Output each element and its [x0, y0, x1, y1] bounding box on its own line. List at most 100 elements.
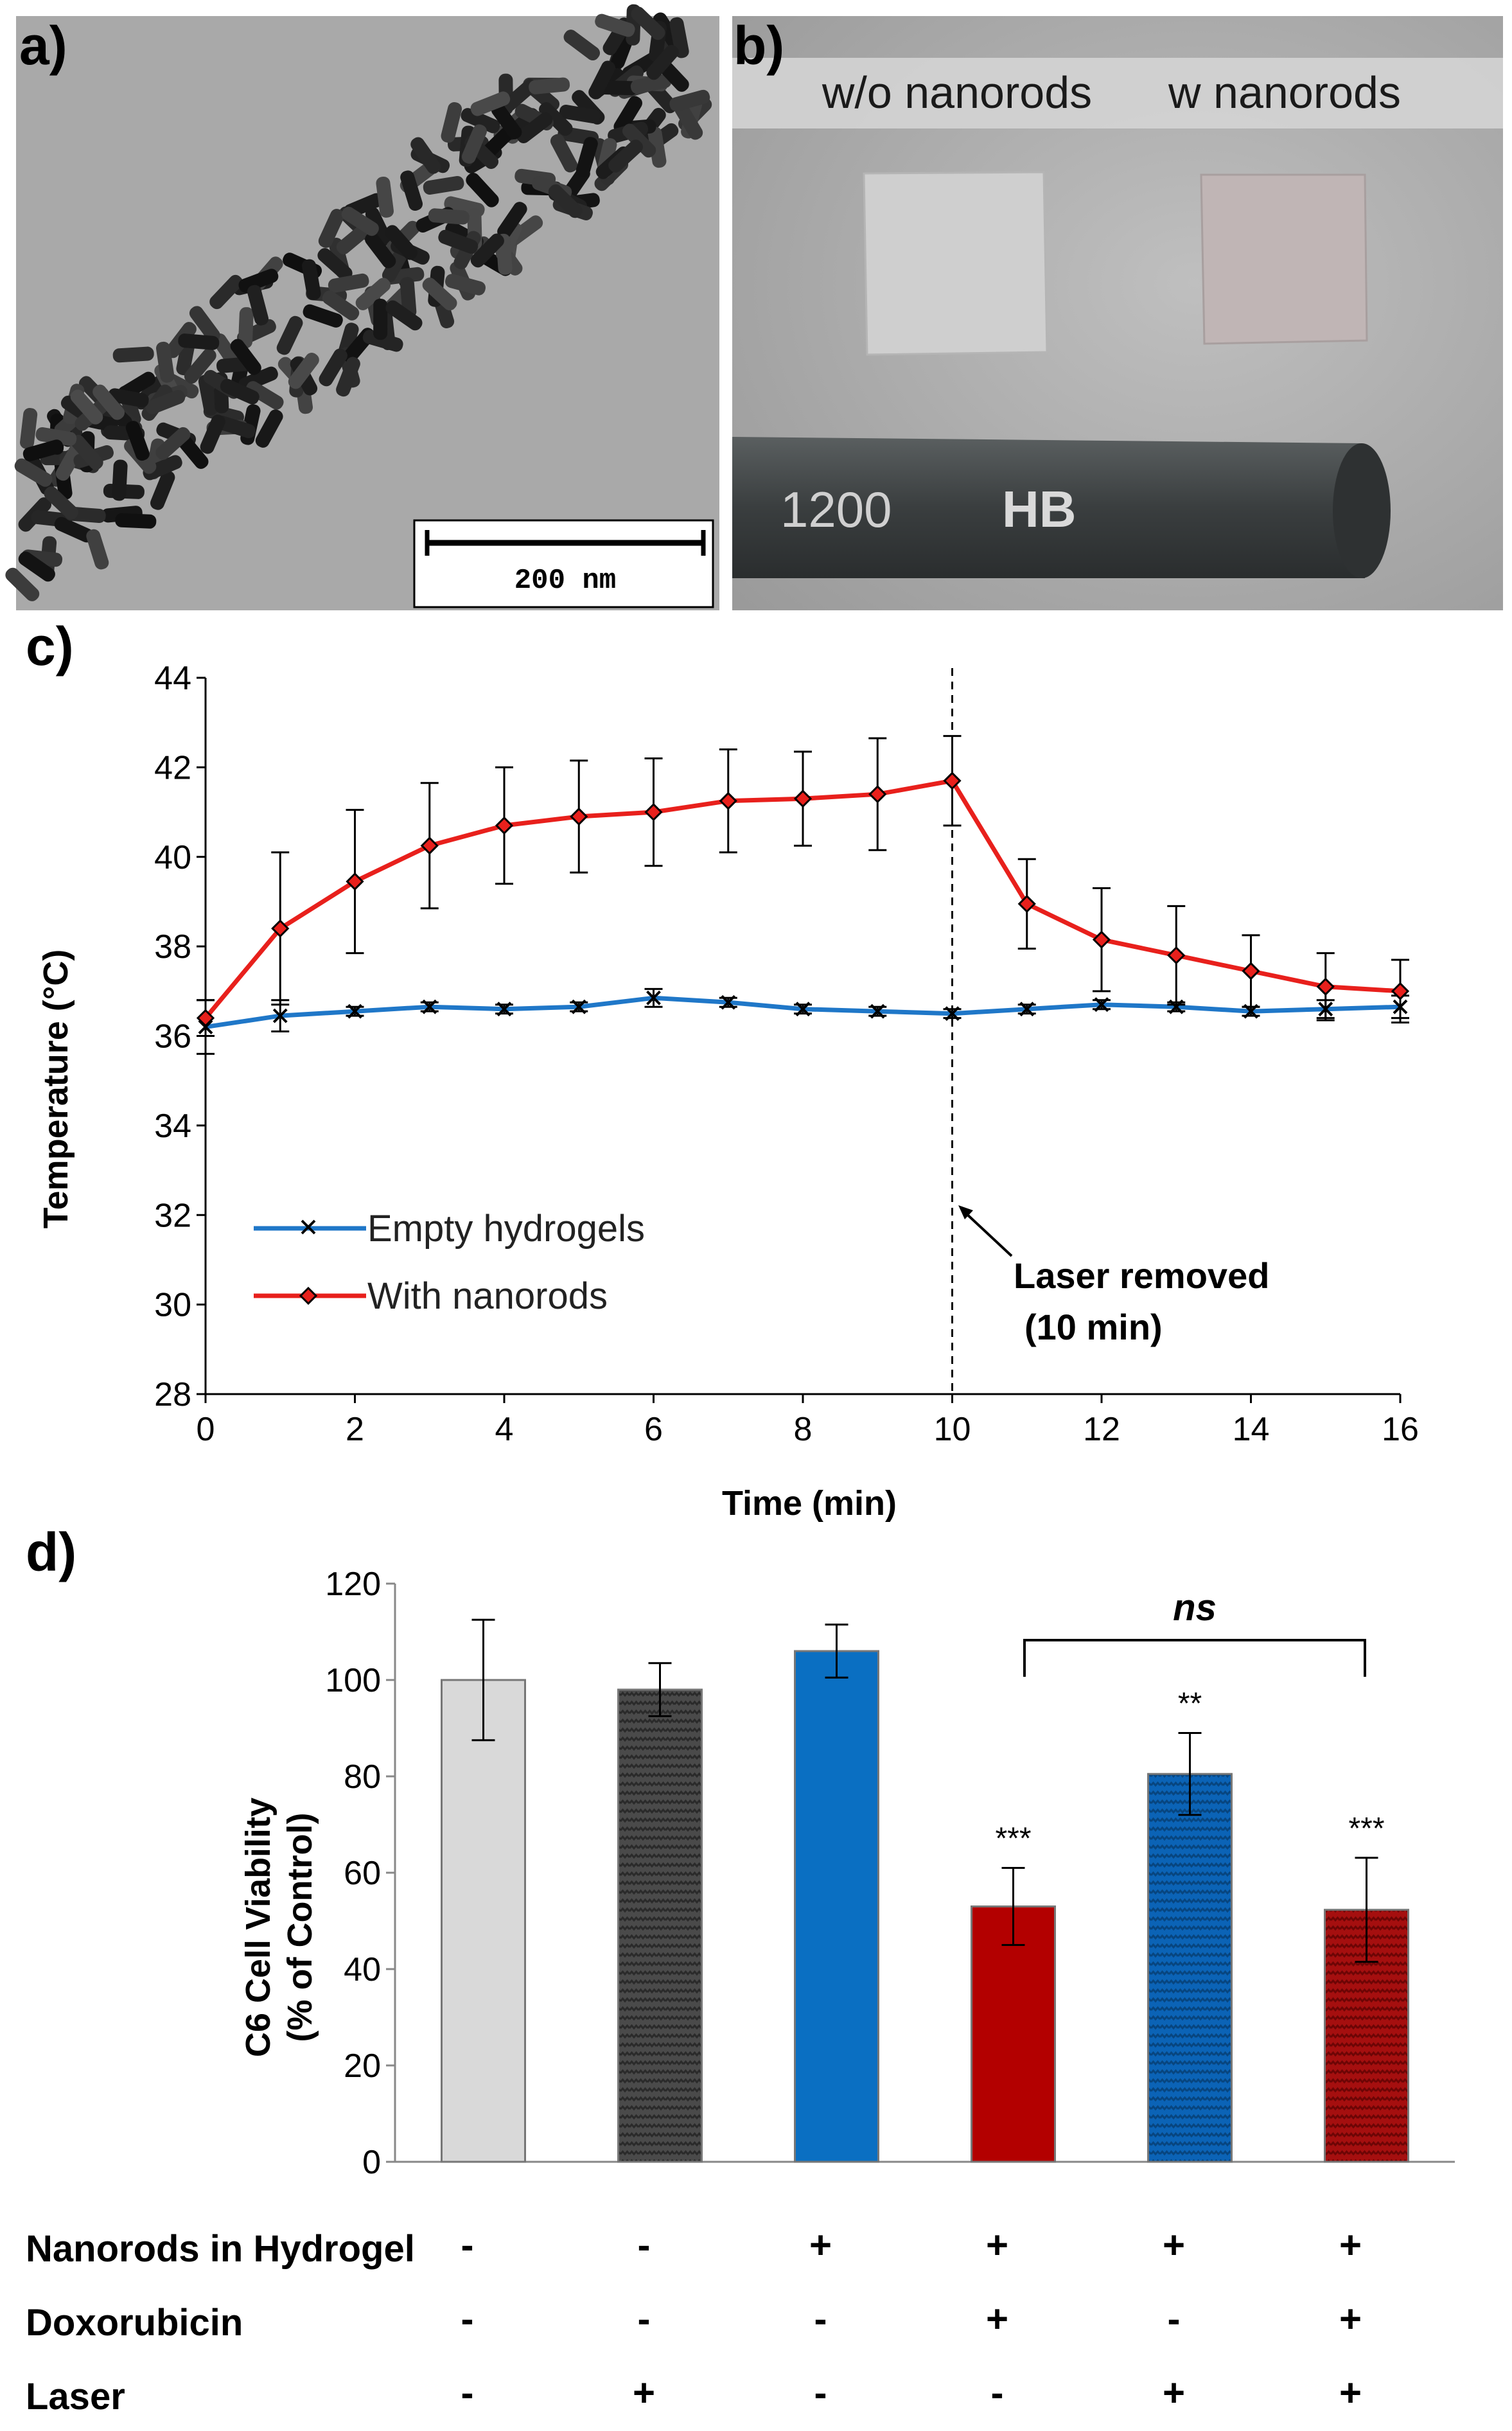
nanorod [317, 248, 353, 281]
condition-sign: + [1339, 2371, 1362, 2414]
panel-a-label: a) [19, 15, 67, 76]
nanorod [54, 517, 94, 543]
y-tick-label: 100 [325, 1662, 381, 1699]
data-point [945, 1006, 960, 1021]
annotation-arrow [962, 1210, 1013, 1257]
nanorod [630, 74, 672, 94]
series-with-nanorods [196, 735, 1410, 1037]
condition-sign: + [633, 2371, 655, 2414]
nanorod [209, 274, 243, 310]
nanorod [247, 285, 269, 326]
data-point [495, 816, 514, 835]
condition-sign: - [814, 2297, 827, 2340]
y-tick-label: 30 [154, 1287, 191, 1324]
y-tick-label: 42 [154, 749, 191, 786]
data-point [1094, 997, 1109, 1012]
y-tick-label: 38 [154, 928, 191, 966]
x-tick-label: 16 [1382, 1411, 1419, 1448]
nanorod [112, 346, 154, 363]
condition-sign: - [461, 2371, 474, 2414]
x-tick-label: 8 [794, 1411, 813, 1448]
nanorod [150, 470, 175, 510]
y-tick-label: 34 [154, 1108, 191, 1145]
nanorod [178, 333, 220, 350]
nanorod [143, 455, 182, 481]
nanorod [428, 208, 470, 225]
nanorod [631, 6, 665, 40]
y-tick-label: 40 [344, 1951, 381, 1988]
nanorod [145, 389, 186, 414]
nanorod [341, 206, 379, 236]
significance-label: ns [1173, 1587, 1217, 1629]
panel-b: w/o nanorods w nanorods 1200 HB b) [732, 15, 1503, 610]
significance-stars: ** [1178, 1687, 1202, 1721]
pencil-grade: HB [1002, 481, 1077, 538]
data-point [1316, 977, 1335, 996]
nanorod [497, 202, 527, 239]
x-tick-label: 4 [495, 1411, 514, 1448]
nanorod [373, 298, 388, 340]
legend: Empty hydrogels With nanorods [254, 1208, 645, 1317]
condition-sign: + [1339, 2297, 1362, 2340]
nanorod [422, 278, 457, 311]
nanorod [529, 77, 570, 94]
y-axis-label-line2: (% of Control) [281, 1813, 319, 2042]
nanorod [563, 30, 601, 61]
nanorod [22, 439, 64, 462]
nanorod [491, 103, 522, 139]
nanorod [115, 513, 157, 529]
nanorod [502, 78, 538, 112]
data-point [420, 836, 439, 855]
data-point [721, 994, 736, 1010]
condition-sign: - [461, 2223, 474, 2267]
nanorod [200, 414, 225, 454]
x-tick-label: 12 [1083, 1411, 1120, 1448]
y-tick-label: 40 [154, 839, 191, 876]
nanorod [550, 134, 578, 173]
row-label-nanorods: Nanorods in Hydrogel [26, 2228, 415, 2270]
temperature-chart: 28 30 32 34 36 38 40 42 44 0 2 4 6 8 10 12 14 16 [154, 660, 1419, 1448]
nanorod [438, 229, 479, 254]
scale-bar-box [413, 519, 714, 608]
condition-sign: + [809, 2223, 832, 2267]
y-tick-label: 0 [362, 2144, 381, 2181]
y-tick-label: 28 [154, 1376, 191, 1413]
legend-marker-x [301, 1219, 316, 1235]
data-point [1017, 894, 1036, 914]
y-tick-label: 20 [344, 2047, 381, 2085]
data-point [1242, 962, 1260, 980]
condition-sign: + [1339, 2223, 1362, 2267]
scale-bar-label: 200 nm [514, 565, 616, 597]
nanorod [238, 269, 279, 293]
row-label-doxorubicin: Doxorubicin [26, 2302, 243, 2344]
significance-bracket [1023, 1639, 1366, 1677]
y-tick-label: 32 [154, 1197, 191, 1234]
data-point [271, 919, 290, 938]
y-tick-label: 120 [325, 1566, 381, 1603]
nanorod [539, 102, 573, 136]
condition-sign: + [1163, 2223, 1185, 2267]
data-point [1092, 930, 1111, 949]
nanorod [441, 102, 462, 143]
data-point [571, 999, 586, 1014]
caption-with-nanorods: w nanorods [1168, 67, 1401, 118]
nanorod [92, 384, 125, 420]
nanorod [220, 378, 259, 405]
panel-a: 200 nm a) [5, 4, 719, 610]
nanorod [125, 421, 150, 461]
nanorod [376, 176, 394, 218]
hydrogel-without-nanorods [863, 171, 1048, 356]
nanorod [5, 567, 40, 601]
condition-sign: - [638, 2297, 651, 2340]
nanorod [336, 357, 360, 397]
data-point [644, 802, 663, 822]
nanorod [303, 304, 343, 328]
x-tick-label: 14 [1233, 1411, 1270, 1448]
nanorod [400, 170, 423, 211]
panel-c: c) 28 30 32 34 36 38 40 42 44 0 2 4 6 8 10 12 14 16 Time … [26, 616, 1419, 1523]
significance-stars: *** [1348, 1812, 1384, 1846]
data-point [346, 872, 364, 891]
nanorod [230, 339, 261, 375]
